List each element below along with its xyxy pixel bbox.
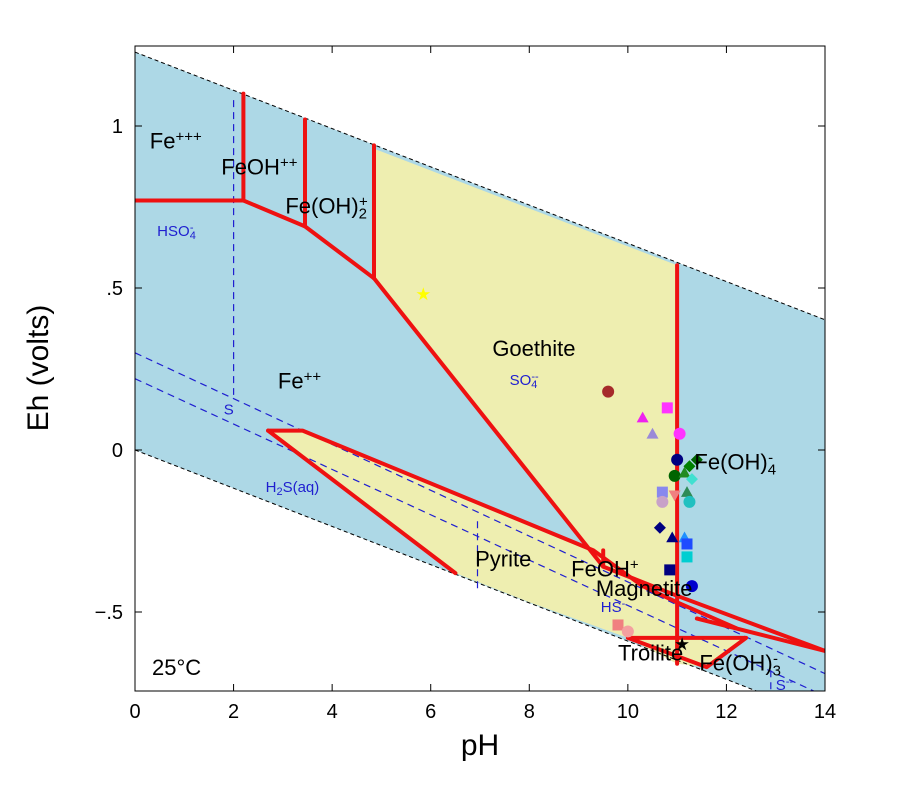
sample-marker (653, 521, 666, 534)
field-label: Pyrite (475, 547, 531, 572)
sample-marker (683, 495, 696, 508)
sample-marker (664, 564, 676, 576)
x-tick-label: 12 (715, 701, 737, 723)
field-labels: Fe+++ FeOH++ Fe(OH)2+ Fe++ Goethite Pyrite FeO… (150, 129, 794, 694)
sample-marker (678, 466, 691, 478)
water-upper-limit (135, 51, 825, 321)
sample-marker (671, 453, 684, 466)
sulfur-label: S-- (776, 676, 794, 694)
field-label: Fe(OH)4- (694, 449, 776, 478)
sample-marker (675, 637, 689, 651)
sample-marker (636, 411, 649, 423)
sample-marker (690, 453, 703, 466)
sulfur-label: HSO4- (157, 222, 196, 242)
field-label: Goethite (492, 336, 575, 361)
x-tick-label: 8 (524, 701, 535, 723)
sample-marker (685, 473, 698, 486)
y-axis-title: Eh (volts) (22, 305, 55, 432)
x-tick-label: 4 (327, 701, 338, 723)
x-axis-title: pH (461, 729, 499, 762)
sample-marker (661, 402, 673, 414)
mineral-field-goethite (374, 148, 678, 596)
y-tick-label: 0 (112, 440, 123, 462)
field-label: Fe(OH)3- (699, 650, 781, 679)
x-tick-label: 10 (617, 701, 639, 723)
sulfur-label: S (224, 401, 234, 418)
field-label: Magnetite (596, 576, 693, 601)
y-tick-label: 1 (112, 116, 123, 138)
sample-marker (668, 469, 681, 482)
temperature-label: 25°C (152, 655, 201, 680)
sample-marker (612, 619, 624, 631)
x-tick-label: 2 (228, 701, 239, 723)
sulfur-label: HS- (601, 598, 626, 616)
sample-marker (673, 427, 686, 440)
sample-marker (646, 427, 659, 439)
sample-marker (685, 580, 698, 593)
sample-marker (656, 495, 669, 508)
iron-boundary (694, 616, 825, 653)
sulfur-boundaries (135, 100, 825, 691)
x-tick-label: 14 (814, 701, 836, 723)
field-label: Troilite (618, 641, 683, 666)
y-tick-label: −.5 (95, 602, 123, 624)
sample-marker (656, 486, 668, 498)
field-label: Fe++ (278, 368, 321, 393)
plot-area (135, 51, 825, 691)
sample-marker (666, 531, 679, 543)
sample-marker (681, 551, 693, 563)
plot-frame (134, 45, 826, 692)
sample-marker (681, 538, 693, 550)
sample-marker (416, 287, 431, 301)
mineral-field-pyrite (268, 430, 678, 664)
iron-boundary (266, 428, 739, 631)
field-label: FeOH++ (221, 155, 297, 180)
field-label: Fe+++ (150, 129, 202, 154)
field-label: FeOH+ (571, 556, 639, 581)
sample-markers (416, 287, 703, 651)
sample-marker (602, 385, 615, 398)
y-tick-label: .5 (106, 278, 123, 300)
sample-marker (681, 486, 693, 497)
sulfur-label: H2S(aq) (266, 479, 320, 498)
sulfur-boundary (135, 352, 825, 675)
sample-marker (621, 625, 634, 638)
stability-fields (135, 51, 825, 691)
x-tick-label: 6 (425, 701, 436, 723)
iron-boundary (266, 428, 458, 576)
field-label: Fe(OH)2+ (285, 193, 368, 222)
sulfur-boundary (135, 378, 816, 691)
iron-boundary (625, 635, 749, 670)
sample-marker (683, 460, 696, 473)
sulfur-label: SO4-- (510, 371, 539, 391)
water-lower-limit (135, 449, 758, 691)
x-tick-label: 0 (129, 701, 140, 723)
sample-marker (668, 490, 681, 502)
iron-boundaries (135, 91, 825, 670)
axes: 0 2 4 6 8 10 12 14 −.5 0 .5 1 (95, 46, 836, 723)
